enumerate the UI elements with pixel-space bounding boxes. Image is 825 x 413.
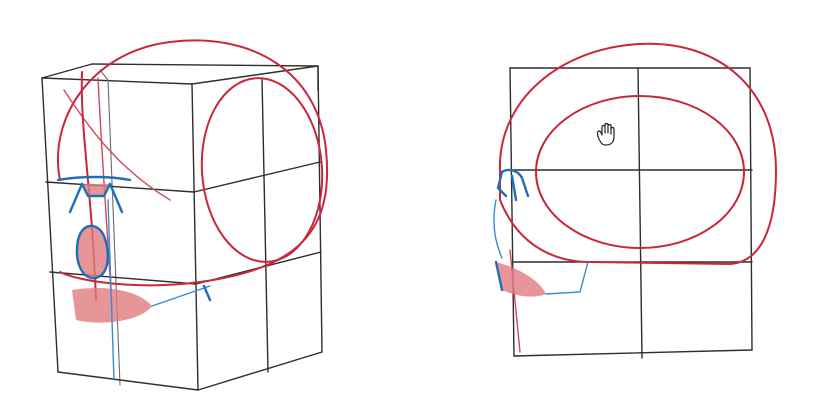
cranium-outline-three-quarter: [57, 39, 329, 311]
three-quarter-view: [41, 39, 329, 391]
cranium-outline-side: [498, 42, 777, 353]
hand-grab-icon[interactable]: [596, 122, 615, 146]
side-view: [493, 42, 777, 359]
facial-features-side: [493, 168, 589, 297]
construction-box-side: [509, 67, 753, 359]
facial-features-three-quarter: [56, 175, 212, 381]
